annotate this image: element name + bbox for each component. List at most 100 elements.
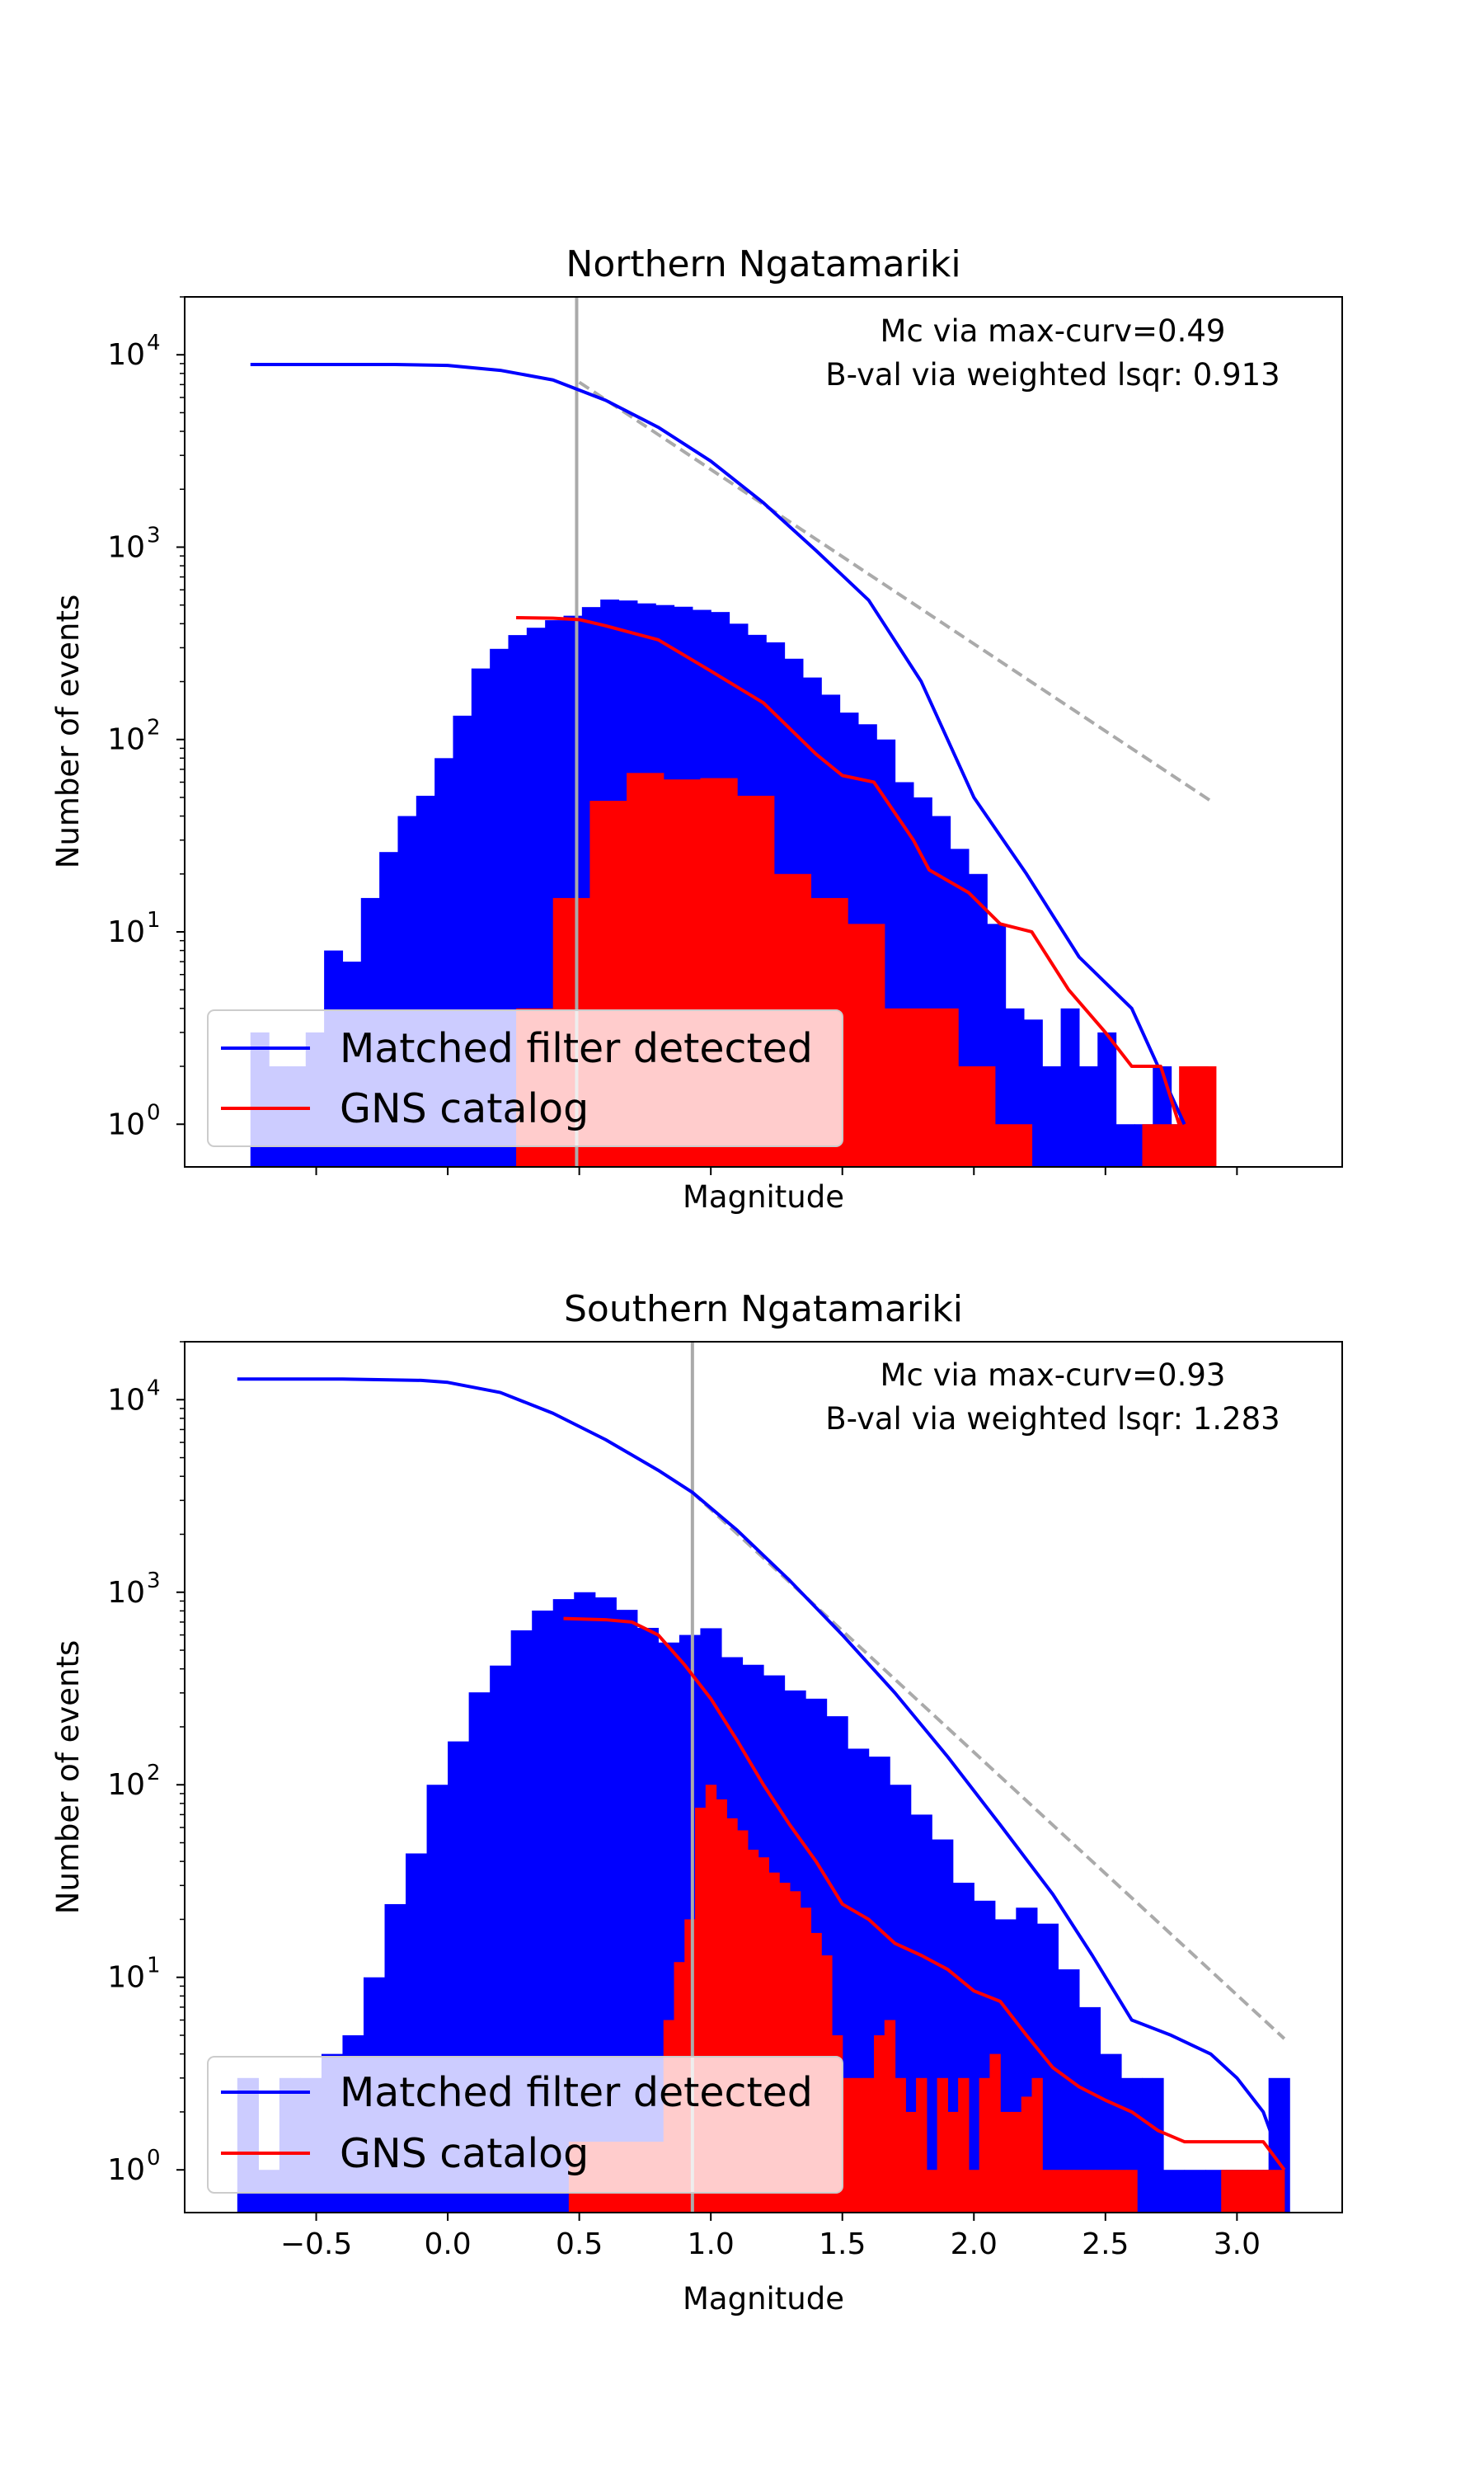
southern-y-tick-label: 10: [107, 1383, 145, 1417]
northern-bvalue-fit-line: [578, 380, 1212, 802]
southern-x-tick-label: 3.0: [1214, 2227, 1261, 2261]
southern-axes-frame: [184, 1341, 1343, 2213]
southern-x-tick-label: 2.5: [1082, 2227, 1129, 2261]
southern-legend-gns-label: GNS catalog: [340, 2130, 589, 2177]
southern-hist-bar: [926, 2170, 938, 2213]
southern-hist-bar: [895, 2077, 906, 2213]
southern-hist-bar: [1084, 2170, 1096, 2213]
northern-y-tick-label: 10: [107, 530, 145, 564]
southern-bvalue-fit-line: [691, 1491, 1286, 2040]
southern-hist-bar: [884, 2020, 896, 2213]
northern-hist-bar: [1042, 1066, 1062, 1167]
southern-x-tick-label: 1.5: [819, 2227, 866, 2261]
northern-hist-bar: [1078, 1066, 1098, 1167]
southern-y-tick-exponent: 1: [147, 1954, 161, 1978]
northern-axes-frame: [184, 296, 1343, 1168]
southern-x-ticks: −0.5 0.0 0.5 1.0 1.5 2.0 2.5 3.0: [280, 2213, 1261, 2261]
southern-hist-bar: [1073, 2170, 1085, 2213]
northern-y-tick-label: 10: [107, 1108, 145, 1141]
southern-hist-bar: [989, 2053, 1001, 2213]
northern-y-tick-exponent: 0: [147, 1100, 161, 1125]
southern-hist-bar: [1142, 2077, 1164, 2213]
southern-hist-bar: [916, 2077, 928, 2213]
northern-y-tick-label: 10: [107, 338, 145, 372]
northern-y-tick-exponent: 1: [147, 908, 161, 933]
southern-annotation-mc: Mc via max-curv=0.93: [881, 1357, 1226, 1393]
southern-hist-bar: [1163, 2170, 1186, 2213]
northern-title: Northern Ngatamariki: [566, 243, 960, 285]
southern-title: Southern Ngatamariki: [564, 1288, 963, 1330]
southern-ylabel: Number of events: [50, 1640, 86, 1914]
northern-hist-bar: [921, 1008, 959, 1167]
northern-hist-bar: [848, 924, 885, 1167]
northern-y-tick-label: 10: [107, 915, 145, 949]
southern-hist-bar: [1184, 2170, 1206, 2213]
northern-hist-bar: [1060, 1008, 1080, 1167]
southern-y-tick-exponent: 3: [147, 1569, 161, 1593]
southern-hist-bar: [1126, 2170, 1138, 2213]
southern-y-tick-exponent: 0: [147, 2146, 161, 2171]
southern-hist-bar: [1000, 2111, 1012, 2213]
southern-x-tick-label: 2.0: [951, 2227, 998, 2261]
southern-hist-bar: [979, 2077, 991, 2213]
northern-hist-bar: [1142, 1124, 1180, 1167]
southern-hist-bar: [1252, 2170, 1264, 2213]
southern-annotation-bval: B-val via weighted lsqr: 1.283: [825, 1401, 1280, 1437]
southern-y-tick-label: 10: [107, 2153, 145, 2187]
southern-hist-bar: [905, 2111, 917, 2213]
northern-legend-box: [207, 1009, 843, 1147]
northern-ylabel: Number of events: [50, 595, 86, 868]
southern-hist-bar: [1263, 2170, 1275, 2213]
southern-hist-bar: [1010, 2111, 1022, 2213]
southern-hist-bar: [852, 2077, 864, 2213]
northern-legend: Matched filter detected GNS catalog: [207, 1009, 843, 1147]
northern-y-tick-exponent: 4: [147, 331, 161, 355]
southern-hist-bar: [958, 2077, 970, 2213]
southern-x-tick-label: −0.5: [280, 2227, 352, 2261]
southern-cumulative-mf-line: [237, 1377, 1286, 2171]
southern-hist-bar: [1242, 2170, 1254, 2213]
southern-y-tick-label: 10: [107, 1961, 145, 1995]
southern-y-tick-label: 10: [107, 1768, 145, 1802]
northern-x-ticks: [315, 1167, 1238, 1175]
southern-hist-bar: [1042, 2170, 1054, 2213]
southern-hist-bar: [1115, 2170, 1127, 2213]
southern-y-tick-exponent: 4: [147, 1376, 161, 1400]
northern-y-tick-exponent: 3: [147, 523, 161, 548]
northern-legend-mf-label: Matched filter detected: [340, 1025, 813, 1072]
southern-hist-bar: [1053, 2170, 1064, 2213]
southern-hist-bar: [1021, 2096, 1033, 2213]
southern-hist-bar: [874, 2035, 885, 2213]
southern-x-tick-label: 0.0: [424, 2227, 471, 2261]
southern-hist-bar: [968, 2170, 980, 2213]
southern-hist-bar: [937, 2077, 948, 2213]
southern-hist-bar: [1095, 2170, 1106, 2213]
northern-hist-bar: [1097, 1032, 1117, 1167]
southern-hist-bar: [1231, 2170, 1243, 2213]
northern-xlabel: Magnitude: [683, 1179, 844, 1215]
southern-cumulative-gns-line: [563, 1616, 1286, 2171]
southern-hist-bar: [1221, 2170, 1233, 2213]
southern-hist-bar: [1274, 2170, 1285, 2213]
southern-y-tick-label: 10: [107, 1576, 145, 1610]
southern-hist-bar: [863, 2077, 875, 2213]
northern-hist-bar: [958, 1066, 996, 1167]
southern-hist-bar: [1031, 2077, 1043, 2213]
northern-cumulative-gns-line: [516, 615, 1181, 1125]
northern-hist-bar: [1115, 1124, 1135, 1167]
southern-legend-mf-label: Matched filter detected: [340, 2069, 813, 2116]
northern-hist-bar: [1179, 1066, 1217, 1167]
northern-hist-bar: [884, 1008, 923, 1167]
northern-legend-gns-label: GNS catalog: [340, 1085, 589, 1132]
southern-xlabel: Magnitude: [683, 2281, 844, 2316]
northern-y-tick-label: 10: [107, 723, 145, 757]
northern-y-tick-exponent: 2: [147, 716, 161, 741]
northern-annotation-mc: Mc via max-curv=0.49: [881, 313, 1226, 349]
southern-legend: Matched filter detected GNS catalog: [207, 2056, 843, 2194]
southern-hist-bar: [1105, 2170, 1117, 2213]
